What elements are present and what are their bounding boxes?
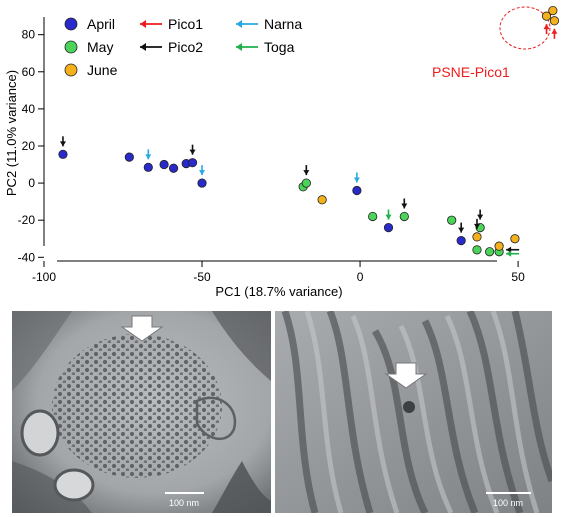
marker-pico2: [303, 165, 310, 176]
scale-label-right: 100 nm: [493, 498, 523, 508]
legend-arrow-narna: [236, 20, 258, 28]
point-april: [197, 178, 207, 188]
y-tick-label: 0: [28, 176, 35, 190]
legend-label-june: June: [87, 62, 118, 78]
scale-label-left: 100 nm: [169, 498, 199, 508]
point-may: [368, 211, 378, 222]
y-tick-label: 40: [22, 102, 36, 116]
point-may: [399, 211, 409, 222]
point-april: [58, 149, 68, 159]
micrograph-right: 100 nm: [275, 311, 552, 513]
point-june: [472, 232, 482, 242]
point-may: [447, 215, 457, 225]
marker-pico2: [477, 209, 484, 220]
point-april: [456, 235, 466, 246]
marker-pico2: [401, 198, 408, 209]
psne-cluster-highlight: [499, 6, 551, 50]
plot-frame: [44, 5, 556, 261]
point-april: [168, 163, 179, 173]
pca-chart: -100 -50 0 50 -40 -20 0 20 40 60 80 PC1 (18.7% va…: [4, 5, 560, 299]
marker-pico2: [458, 222, 465, 233]
legend-arrow-pico1: [140, 20, 162, 28]
point-april: [143, 162, 153, 172]
point-june: [317, 195, 327, 205]
point-june: [549, 16, 560, 26]
marker-narna: [145, 149, 152, 160]
legend-swatch-april: [64, 17, 78, 31]
point-june: [548, 5, 558, 16]
x-tick-label: 0: [357, 270, 364, 284]
point-may: [472, 245, 482, 255]
legend-label-pico2: Pico2: [168, 39, 203, 55]
legend-swatch-june: [64, 63, 78, 77]
data-points: [58, 5, 560, 257]
point-may: [301, 178, 311, 188]
y-tick-label: 20: [22, 139, 36, 153]
legend-label-april: April: [87, 16, 115, 32]
legend: April May June Pico1 Pico2 Narna Toga: [64, 16, 302, 78]
point-april: [187, 158, 198, 168]
marker-toga: [506, 250, 520, 257]
point-april: [124, 152, 134, 162]
point-june: [541, 11, 552, 21]
point-april: [383, 223, 394, 233]
y-tick-label: 60: [22, 65, 36, 79]
point-may: [485, 247, 495, 257]
x-ticks: -100 -50 0 50: [32, 261, 525, 284]
marker-pico1: [551, 28, 558, 39]
marker-pico1: [543, 24, 550, 35]
y-tick-label: -20: [18, 213, 36, 227]
x-axis-label: PC1 (18.7% variance): [215, 284, 342, 299]
legend-label-narna: Narna: [264, 16, 302, 32]
x-tick-label: -50: [193, 270, 211, 284]
point-june: [494, 241, 504, 251]
micrograph-left: 100 nm: [12, 311, 271, 513]
y-tick-label: 80: [22, 28, 36, 42]
point-april: [159, 159, 169, 170]
y-axis-label: PC2 (11.0% variance): [4, 70, 19, 196]
legend-label-pico1: Pico1: [168, 16, 203, 32]
pointer-arrow-left: [120, 315, 164, 342]
legend-label-toga: Toga: [264, 39, 295, 55]
marker-pico2: [473, 218, 480, 229]
x-tick-label: 50: [511, 270, 525, 284]
marker-narna: [199, 165, 206, 176]
y-tick-label: -40: [18, 250, 36, 264]
legend-label-may: May: [87, 39, 113, 55]
pointer-arrow-right: [384, 362, 428, 389]
marker-pico2: [189, 144, 196, 155]
x-tick-label: -100: [32, 270, 56, 284]
legend-arrow-pico2: [140, 43, 162, 51]
marker-toga: [385, 209, 392, 220]
marker-pico2: [59, 136, 66, 147]
annotation-psne-pico1: PSNE-Pico1: [432, 64, 510, 80]
legend-arrow-toga: [236, 43, 258, 51]
point-june: [510, 234, 520, 244]
marker-narna: [353, 172, 360, 183]
point-april: [352, 185, 362, 196]
chart-axes: [43, 5, 556, 262]
y-ticks: -40 -20 0 20 40 60 80: [18, 28, 44, 264]
virus-markers: [59, 24, 558, 257]
legend-swatch-may: [64, 40, 78, 54]
marker-pico2: [506, 246, 520, 253]
